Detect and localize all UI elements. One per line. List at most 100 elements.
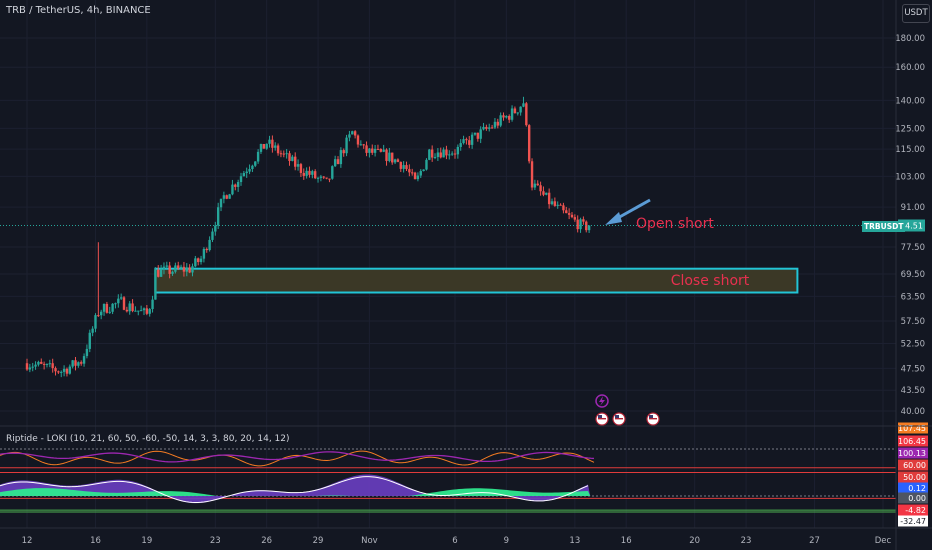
- candle-body: [328, 178, 331, 180]
- candle-body: [99, 311, 103, 316]
- candle-body: [393, 159, 397, 163]
- oscillator-value-badge: [898, 515, 928, 527]
- price-tick-label: 125.00: [895, 124, 925, 134]
- candle-body: [436, 152, 440, 157]
- candle-body: [268, 139, 271, 144]
- candle-body: [305, 170, 308, 176]
- candle-body: [288, 153, 291, 161]
- candle-body: [422, 169, 425, 172]
- candle-body: [148, 309, 151, 314]
- candle-body: [271, 139, 274, 148]
- oscillator-purple-line: [0, 451, 595, 463]
- grid-lines: [0, 0, 896, 528]
- time-tick-label: 9: [504, 536, 509, 546]
- candle-body: [508, 115, 511, 120]
- candle-body: [376, 148, 380, 150]
- candle-body: [259, 143, 263, 152]
- candle-body: [179, 266, 183, 269]
- candle-body: [373, 148, 377, 153]
- price-candles: [25, 96, 591, 378]
- candle-body: [470, 134, 474, 145]
- symbol-title[interactable]: TRB / TetherUS, 4h, BINANCE: [6, 5, 151, 16]
- candle-body: [139, 310, 143, 312]
- candle-body: [211, 231, 214, 240]
- candle-body: [479, 129, 482, 139]
- candle-body: [31, 366, 34, 368]
- candle-body: [439, 152, 442, 158]
- price-tick-label: 63.50: [901, 292, 925, 302]
- candle-body: [570, 214, 574, 218]
- candle-body: [416, 175, 420, 180]
- candle-body: [82, 356, 86, 364]
- candle-body: [579, 219, 582, 230]
- candle-body: [219, 198, 223, 208]
- last-price-label: 84.51: [900, 222, 923, 231]
- time-tick-label: 19: [141, 536, 152, 546]
- price-tick-label: 40.00: [901, 407, 925, 417]
- event-icons[interactable]: [595, 394, 660, 426]
- oscillator-value-badge: [898, 492, 928, 504]
- indicator-title[interactable]: Riptide - LOKI (10, 21, 60, 50, -60, -50…: [6, 434, 290, 444]
- candle-body: [245, 171, 248, 174]
- candle-body: [91, 328, 94, 333]
- candle-body: [456, 146, 460, 155]
- price-tick-label: 57.50: [901, 317, 925, 327]
- candle-body: [488, 127, 491, 129]
- candle-body: [251, 165, 254, 170]
- candle-body: [80, 362, 83, 364]
- time-tick-label: 23: [210, 536, 221, 546]
- oscillator-value-label: 106.45: [898, 437, 926, 446]
- candle-body: [359, 144, 363, 146]
- candle-body: [505, 115, 508, 118]
- candle-body: [239, 176, 243, 183]
- candle-body: [371, 148, 374, 153]
- time-tick-label: 20: [689, 536, 700, 546]
- price-axis[interactable]: 40.00 43.50 47.50 52.50 57.50 63.50 69.50 77.50…: [895, 34, 925, 417]
- candle-body: [325, 177, 328, 179]
- candle-body: [425, 159, 428, 170]
- candle-body: [445, 149, 448, 156]
- currency-button[interactable]: USDT: [902, 4, 930, 23]
- candle-body: [482, 126, 485, 130]
- candle-body: [313, 171, 317, 179]
- candle-body: [519, 106, 522, 113]
- candle-body: [225, 195, 228, 199]
- candle-body: [25, 363, 29, 370]
- candle-body: [174, 265, 177, 272]
- candle-body: [448, 154, 451, 156]
- candle-body: [291, 156, 294, 161]
- candle-body: [60, 371, 63, 373]
- candle-body: [430, 149, 434, 158]
- candle-body: [382, 149, 385, 152]
- price-tick-label: 160.00: [895, 63, 925, 73]
- candle-body: [565, 210, 568, 214]
- price-tick-label: 115.00: [895, 145, 925, 155]
- candle-body: [168, 265, 171, 274]
- arrow-icon: [605, 198, 651, 225]
- price-tick-label: 69.50: [901, 270, 925, 280]
- oscillator-value-badge: [898, 504, 928, 516]
- candle-body: [88, 332, 91, 349]
- candle-body: [131, 303, 134, 312]
- candle-body: [171, 271, 174, 274]
- price-tick-label: 77.50: [901, 243, 925, 253]
- candle-body: [510, 108, 514, 120]
- candle-body: [453, 153, 457, 155]
- candle-body: [582, 219, 585, 222]
- candle-body: [254, 161, 257, 166]
- candle-body: [319, 176, 323, 178]
- candle-body: [402, 165, 405, 169]
- candle-body: [105, 303, 109, 313]
- candle-body: [165, 265, 169, 267]
- candle-body: [379, 148, 383, 152]
- candle-body: [322, 176, 325, 178]
- candle-body: [530, 161, 534, 188]
- candle-body: [194, 258, 197, 267]
- candle-body: [216, 207, 220, 226]
- flag-canton-icon: [615, 415, 619, 418]
- candle-body: [77, 362, 80, 366]
- time-axis[interactable]: 12 16 19 23 26 29 Nov 6 9 13 16 20 23 27 Dec: [22, 536, 892, 546]
- candle-body: [428, 149, 431, 160]
- time-tick-label: 27: [809, 536, 820, 546]
